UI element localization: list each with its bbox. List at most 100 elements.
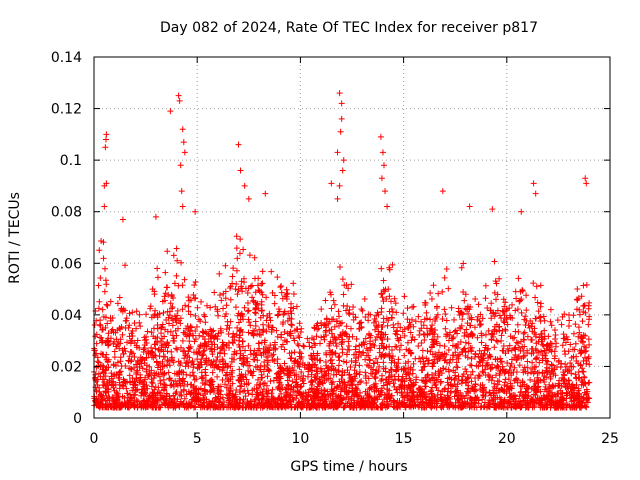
data-point bbox=[504, 345, 511, 352]
data-point bbox=[532, 385, 539, 392]
data-point bbox=[573, 375, 580, 382]
data-point bbox=[482, 282, 489, 289]
data-point bbox=[333, 371, 340, 378]
data-point bbox=[161, 297, 168, 304]
data-point bbox=[129, 309, 136, 316]
data-point bbox=[217, 350, 224, 357]
data-point bbox=[334, 383, 341, 390]
data-point bbox=[251, 254, 258, 261]
data-point bbox=[270, 351, 277, 358]
data-point bbox=[334, 195, 341, 202]
data-point bbox=[159, 335, 166, 342]
data-point bbox=[458, 393, 465, 400]
data-point bbox=[429, 322, 436, 329]
data-point bbox=[118, 305, 125, 312]
data-point bbox=[220, 364, 227, 371]
data-point bbox=[92, 375, 99, 382]
data-point bbox=[505, 399, 512, 406]
data-point bbox=[481, 347, 488, 354]
data-point bbox=[141, 378, 148, 385]
data-point bbox=[274, 312, 281, 319]
data-point bbox=[318, 319, 325, 326]
data-point bbox=[217, 391, 224, 398]
data-point bbox=[549, 392, 556, 399]
data-point bbox=[500, 308, 507, 315]
data-point bbox=[229, 273, 236, 280]
data-point bbox=[147, 403, 154, 410]
data-point bbox=[522, 368, 529, 375]
data-point bbox=[323, 351, 330, 358]
data-point bbox=[207, 304, 214, 311]
data-point bbox=[167, 402, 174, 409]
data-point bbox=[503, 383, 510, 390]
data-point bbox=[461, 329, 468, 336]
data-point bbox=[252, 396, 259, 403]
data-point bbox=[558, 390, 565, 397]
data-point bbox=[488, 330, 495, 337]
data-point bbox=[153, 359, 160, 366]
data-point bbox=[120, 383, 127, 390]
data-point bbox=[436, 355, 443, 362]
data-point bbox=[525, 322, 532, 329]
data-point bbox=[364, 391, 371, 398]
data-point bbox=[203, 355, 210, 362]
data-point bbox=[203, 343, 210, 350]
data-point bbox=[249, 294, 256, 301]
y-axis-ticks: 0 0.02 0.04 0.06 0.08 0.1 0.12 0.14 bbox=[51, 50, 610, 427]
data-point bbox=[495, 387, 502, 394]
data-point bbox=[258, 308, 265, 315]
data-point bbox=[380, 162, 387, 169]
data-point bbox=[285, 310, 292, 317]
data-point bbox=[316, 357, 323, 364]
data-point bbox=[242, 371, 249, 378]
data-point bbox=[439, 288, 446, 295]
data-point bbox=[467, 371, 474, 378]
data-point bbox=[234, 324, 241, 331]
data-point bbox=[268, 268, 275, 275]
data-point bbox=[271, 292, 278, 299]
data-point bbox=[132, 381, 139, 388]
data-point bbox=[232, 393, 239, 400]
data-point bbox=[299, 393, 306, 400]
data-point bbox=[226, 390, 233, 397]
data-point bbox=[567, 385, 574, 392]
data-point bbox=[136, 379, 143, 386]
data-point bbox=[318, 334, 325, 341]
data-point bbox=[113, 371, 120, 378]
data-point bbox=[365, 404, 372, 411]
data-point bbox=[279, 321, 286, 328]
data-point bbox=[532, 355, 539, 362]
data-point bbox=[499, 307, 506, 314]
data-point bbox=[99, 306, 106, 313]
data-point bbox=[166, 362, 173, 369]
data-point bbox=[501, 319, 508, 326]
data-point bbox=[378, 401, 385, 408]
data-point bbox=[464, 305, 471, 312]
data-point bbox=[175, 92, 182, 99]
data-point bbox=[418, 388, 425, 395]
data-point bbox=[568, 382, 575, 389]
data-point bbox=[380, 382, 387, 389]
data-point bbox=[192, 312, 199, 319]
data-point bbox=[107, 298, 114, 305]
data-point bbox=[104, 397, 111, 404]
data-point bbox=[111, 348, 118, 355]
data-point bbox=[359, 341, 366, 348]
data-point bbox=[458, 404, 465, 411]
data-point bbox=[497, 386, 504, 393]
data-point bbox=[245, 307, 252, 314]
data-point bbox=[283, 394, 290, 401]
data-point bbox=[96, 400, 103, 407]
data-point bbox=[336, 182, 343, 189]
data-point bbox=[491, 344, 498, 351]
data-point bbox=[488, 336, 495, 343]
data-point bbox=[474, 334, 481, 341]
data-point bbox=[380, 277, 387, 284]
data-point bbox=[542, 383, 549, 390]
data-point bbox=[381, 353, 388, 360]
data-point bbox=[498, 332, 505, 339]
data-point bbox=[496, 275, 503, 282]
data-point bbox=[274, 360, 281, 367]
data-point bbox=[574, 286, 581, 293]
data-point bbox=[506, 400, 513, 407]
